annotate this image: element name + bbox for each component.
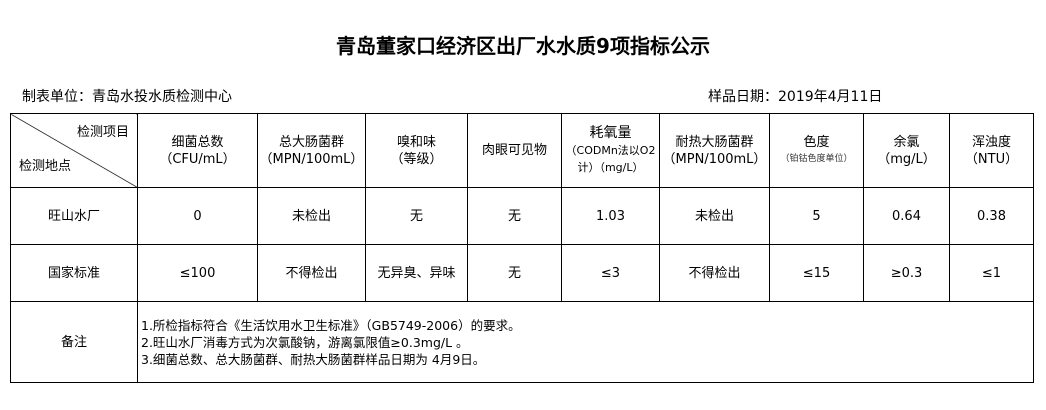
column-header: 色度 （铂钴色度单位） bbox=[769, 113, 864, 188]
table-row: 旺山水厂 0 未检出无无 1.03 未检出 5 0.64 0.38 bbox=[10, 187, 1034, 245]
notes-row: 备注 1.所检指标符合《生活饮用水卫生标准》（GB5749-2006）的要求。 2… bbox=[10, 301, 1034, 383]
column-header: 总大肠菌群 （MPN/100mL） bbox=[257, 113, 366, 188]
notes-text: 1.所检指标符合《生活饮用水卫生标准》（GB5749-2006）的要求。 2.旺山… bbox=[137, 301, 1034, 383]
corner-header: 检测项目 检测地点 bbox=[10, 113, 138, 188]
column-header: 浑浊度 （NTU） bbox=[949, 113, 1034, 188]
column-header: 耗氧量 （CODMn法以O2计）（mg/L） bbox=[561, 113, 660, 188]
sample-date: 样品日期：2019年4月11日 bbox=[708, 89, 883, 105]
issuing-unit: 制表单位：青岛水投水质检测中心 bbox=[22, 89, 232, 105]
page-title: 青岛董家口经济区出厂水水质9项指标公示 bbox=[336, 34, 710, 58]
column-header: 嗅和味 （等级） bbox=[365, 113, 468, 188]
column-header: 肉眼可见物 bbox=[467, 113, 562, 188]
column-header: 耐热大肠菌群 （MPN/100mL） bbox=[659, 113, 770, 188]
table-row: 国家标准 ≤100 不得检出 无异臭、异味无 ≤3 不得检出 ≤15 ≥0.3 ≤1 bbox=[10, 244, 1034, 302]
column-header: 细菌总数 （CFU/mL） bbox=[137, 113, 258, 188]
column-header: 余氯 （mg/L） bbox=[863, 113, 950, 188]
water-quality-table: 检测项目 检测地点 细菌总数 （CFU/mL） 总大肠菌群 （MPN/100mL） 嗅… bbox=[10, 113, 1034, 383]
